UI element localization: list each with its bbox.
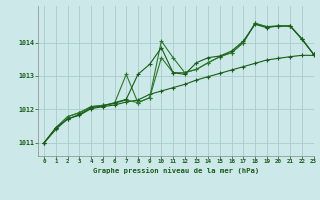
X-axis label: Graphe pression niveau de la mer (hPa): Graphe pression niveau de la mer (hPa)	[93, 167, 259, 174]
